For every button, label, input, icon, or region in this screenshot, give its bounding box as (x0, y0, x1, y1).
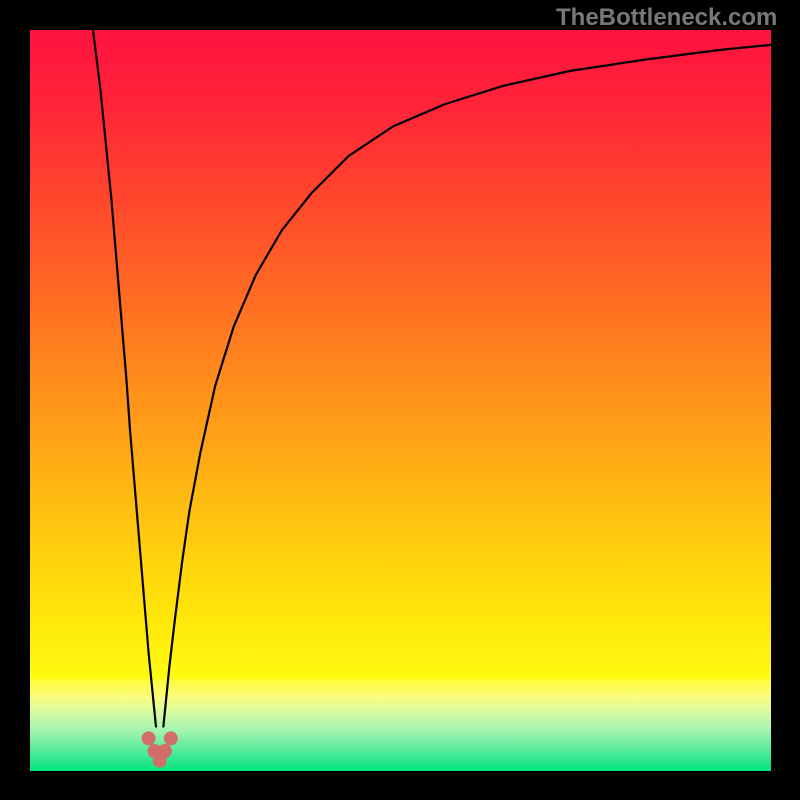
marker-point (164, 731, 178, 745)
marker-point (158, 744, 172, 758)
watermark-text: TheBottleneck.com (556, 4, 777, 32)
marker-point (142, 731, 156, 745)
plot-area (30, 30, 771, 771)
gradient-background (30, 30, 771, 771)
chart-container: TheBottleneck.com (0, 0, 800, 800)
